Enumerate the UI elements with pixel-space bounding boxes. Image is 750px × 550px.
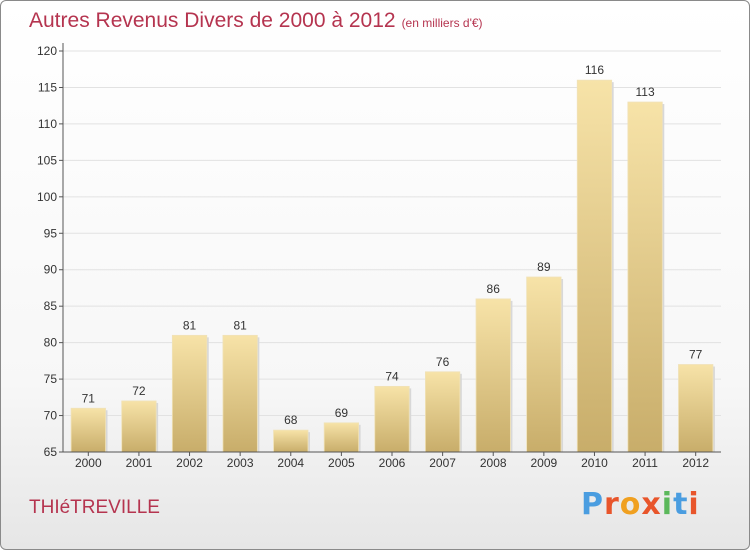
axes: 65 70 75 80 85 90 95 100 105 110 115 120 2000 2001 200… [37,43,721,470]
logo-letter: x [641,487,662,522]
bar [222,334,258,453]
place-name: THIéTREVILLE [29,497,160,518]
logo-letter: i [688,487,700,522]
bar-value-label: 68 [284,413,298,427]
bar-value-label: 86 [487,282,501,296]
y-tick-label: 85 [44,299,58,313]
bar-value-label: 72 [132,384,146,398]
bar-value-label: 81 [233,318,247,332]
bar-value-label: 71 [82,391,96,405]
bar-value-label: 89 [537,260,551,274]
y-tick-label: 110 [38,117,57,131]
bar-value-label: 74 [385,369,399,383]
x-tick-label: 2008 [480,456,507,470]
x-tick-label: 2007 [429,456,456,470]
bar [323,422,359,453]
y-tick-label: 80 [44,336,58,350]
x-tick-label: 2012 [682,456,709,470]
x-tick-label: 2010 [581,456,608,470]
y-tick-label: 70 [44,409,58,423]
logo-letter: i [661,487,674,522]
logo-letter: t [673,487,689,522]
bar-value-label: 76 [436,355,450,369]
x-tick-label: 2009 [530,456,557,470]
bar [475,298,511,453]
y-tick-label: 105 [37,153,57,167]
y-tick-label: 100 [37,190,57,204]
bar [627,101,663,453]
bar [678,364,714,453]
bar [425,371,461,453]
x-tick-label: 2002 [176,456,203,470]
chart-title-text: Autres Revenus Divers de 2000 à 2012 [29,9,396,32]
logo-letter: o [619,487,642,522]
logo-letter: r [604,487,620,522]
bar-value-label: 113 [636,85,655,99]
x-tick-label: 2003 [227,456,254,470]
y-tick-label: 90 [44,263,58,277]
x-tick-label: 2000 [75,456,102,470]
bar [171,334,208,453]
x-tick-label: 2006 [379,456,406,470]
grid-lines [63,50,721,417]
chart-title: Autres Revenus Divers de 2000 à 2012 (en … [29,9,483,33]
y-tick-label: 120 [37,44,57,58]
bar [526,276,562,453]
bar [374,385,410,453]
x-tick-label: 2011 [632,456,658,470]
y-tick-label: 95 [44,226,58,240]
bar [121,400,157,453]
bar-value-label: 81 [183,318,197,332]
bar-value-label: 116 [585,63,604,77]
x-tick-label: 2004 [277,456,304,470]
x-tick-label: 2001 [126,456,153,470]
bar [70,407,106,453]
bars: 71 72 81 81 68 69 74 76 86 89 116 113 77 [70,63,715,453]
bar-value-label: 77 [689,348,703,362]
proxiti-logo: Proxiti [581,487,700,522]
y-tick-label: 115 [38,80,57,94]
chart-unit: (en milliers d'€) [401,16,483,30]
logo-letter: P [581,487,604,522]
bar-value-label: 69 [335,406,349,420]
bar [273,429,309,453]
y-tick-label: 65 [44,445,58,459]
bar [576,79,613,453]
y-tick-label: 75 [44,372,58,386]
x-tick-label: 2005 [328,456,355,470]
